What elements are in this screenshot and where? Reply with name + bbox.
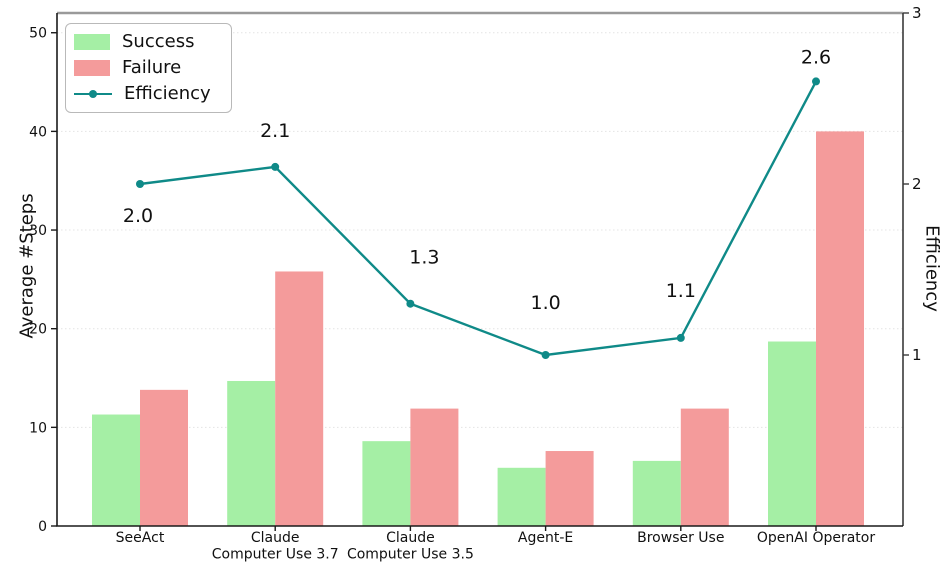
right-axis-title: Efficiency [921, 225, 943, 312]
efficiency-line-swatch-icon [74, 86, 112, 102]
bar-success [632, 460, 681, 526]
efficiency-point [136, 180, 144, 188]
legend-label-success: Success [122, 31, 195, 52]
right-tick-label: 1 [912, 346, 922, 364]
efficiency-point [271, 162, 280, 171]
x-category-label: SeeAct [116, 530, 165, 546]
efficiency-point [541, 351, 550, 359]
efficiency-point-label: 1.3 [409, 247, 439, 269]
efficiency-point [812, 77, 820, 86]
left-tick-label: 0 [38, 519, 47, 535]
legend-item-success: Success [74, 33, 223, 51]
right-tick-label: 2 [912, 175, 922, 193]
left-tick-label: 10 [29, 420, 47, 436]
bar-failure [816, 131, 864, 526]
success-swatch-icon [74, 34, 110, 50]
efficiency-point-label: 2.6 [801, 46, 831, 68]
bar-success [227, 380, 276, 526]
efficiency-line [139, 80, 818, 357]
legend: Success Failure Efficiency [65, 23, 232, 113]
x-category-label: Computer Use 3.5 [347, 547, 474, 563]
x-category-label: OpenAI Operator [757, 530, 875, 546]
legend-item-failure: Failure [74, 59, 223, 77]
bar-success [497, 467, 546, 526]
legend-item-efficiency: Efficiency [74, 85, 223, 103]
legend-label-failure: Failure [122, 57, 182, 78]
bar-failure [410, 408, 459, 526]
efficiency-point-label: 2.0 [123, 205, 153, 227]
x-category-label: Computer Use 3.7 [212, 547, 339, 563]
legend-label-efficiency: Efficiency [124, 83, 211, 104]
bar-failure [275, 271, 324, 526]
left-tick-label: 40 [29, 124, 47, 140]
failure-swatch-icon [74, 60, 110, 76]
bar-success [362, 441, 411, 526]
efficiency-point-label: 2.1 [260, 120, 290, 142]
bar-success [768, 341, 816, 526]
left-tick-label: 50 [29, 26, 47, 42]
bar-failure [680, 408, 729, 526]
bar-failure [140, 389, 188, 526]
efficiency-point-label: 1.0 [530, 292, 560, 314]
bar-success [92, 414, 140, 526]
x-category-label: Claude [251, 530, 300, 546]
bar-failure [545, 451, 594, 526]
efficiency-point-label: 1.1 [666, 280, 696, 302]
left-tick-label: 30 [29, 223, 47, 239]
left-axis-title: Average #Steps [16, 193, 38, 339]
x-category-label: Browser Use [637, 530, 724, 546]
x-category-label: Agent-E [518, 530, 573, 546]
x-category-label: Claude [386, 530, 435, 546]
efficiency-point [676, 333, 685, 342]
efficiency-point [406, 299, 415, 308]
right-tick-label: 3 [912, 4, 922, 22]
left-tick-label: 20 [29, 322, 47, 338]
